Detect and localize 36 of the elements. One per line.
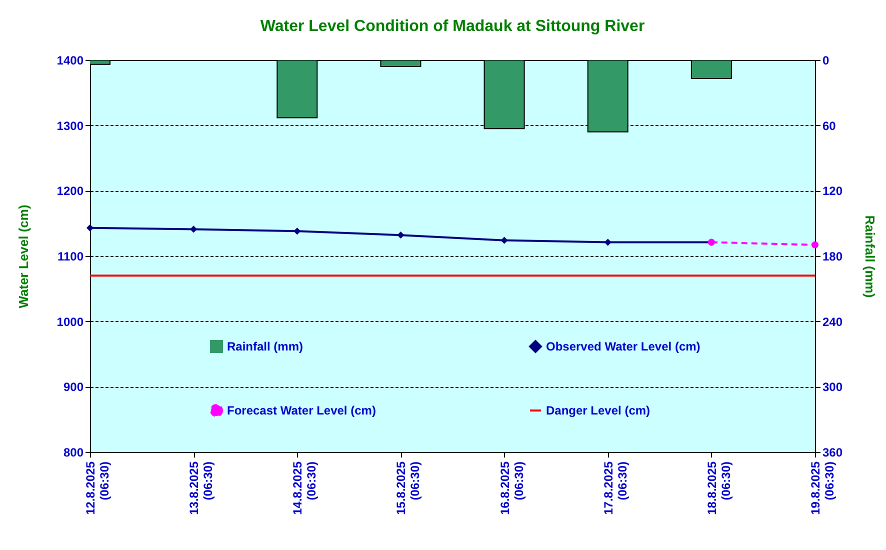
x-tick-label: 12.8.2025 (06:30) — [84, 461, 112, 515]
y2-tick-label: 240 — [822, 314, 843, 329]
x-tick-label: 16.8.2025 (06:30) — [498, 461, 526, 515]
point — [397, 232, 404, 239]
x-tick-label: 17.8.2025 (06:30) — [601, 461, 630, 515]
y-tick-label: 800 — [63, 446, 84, 460]
point — [811, 241, 819, 248]
point — [294, 228, 301, 235]
x-tick-label: 18.8.2025 (06:30) — [704, 461, 733, 515]
y2-tick-label: 360 — [822, 446, 843, 460]
y2-axis-title: Rainfall (mm) — [862, 215, 878, 298]
legend-label: Rainfall (mm) — [227, 340, 304, 354]
legend-label: Forecast Water Level (cm) — [227, 404, 376, 418]
point — [190, 226, 198, 233]
y-axis-title: Water Level (cm) — [16, 204, 31, 308]
point — [86, 224, 94, 232]
y-tick-label: 1400 — [56, 54, 84, 68]
x-tick-label: 19.8.2025 (06:30) — [808, 461, 836, 515]
x-tick-label: 15.8.2025 (06:30) — [394, 461, 422, 515]
y2-tick-label: 60 — [822, 118, 836, 133]
y-tick-label: 1000 — [56, 314, 84, 329]
y2-tick-label: 0 — [822, 54, 830, 68]
legend-label: Danger Level (cm) — [546, 404, 650, 418]
y2-tick-label: 180 — [822, 250, 843, 264]
legend-label: Observed Water Level (cm) — [546, 340, 700, 354]
y2-tick-label: 120 — [822, 184, 843, 198]
x-tick-label: 13.8.2025 (06:30) — [187, 461, 216, 515]
y-tick-label: 900 — [63, 380, 84, 394]
chart-title: Water Level Condition of Madauk at Sittoung River — [260, 18, 645, 35]
x-tick-label: 14.8.2025 (06:30) — [290, 461, 319, 515]
y-tick-label: 1300 — [56, 118, 84, 133]
y-tick-label: 1100 — [57, 250, 84, 264]
y-tick-label: 1200 — [56, 184, 84, 198]
point — [500, 236, 508, 244]
y2-tick-label: 300 — [822, 380, 843, 394]
point — [604, 238, 612, 246]
